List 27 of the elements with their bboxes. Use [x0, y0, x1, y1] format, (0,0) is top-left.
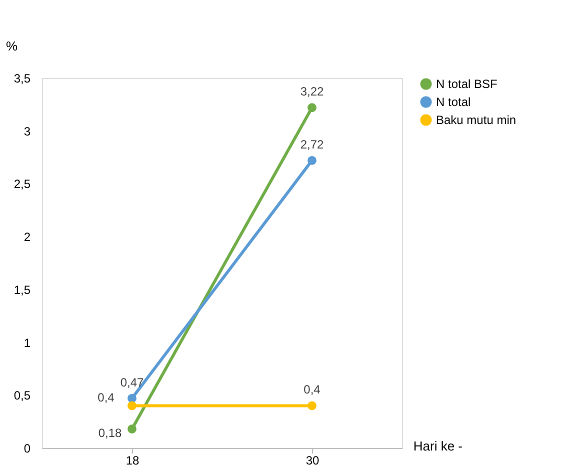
- y-tick-label: 2,5: [14, 177, 31, 192]
- data-label: 0,4: [98, 390, 115, 405]
- y-tick-label: 2: [24, 230, 31, 244]
- data-label: 2,72: [300, 137, 324, 152]
- point: [128, 394, 136, 403]
- x-tick-label: 18: [126, 454, 140, 468]
- data-label: 0,47: [120, 375, 144, 390]
- point: [308, 401, 316, 410]
- point: [308, 156, 316, 165]
- point: [128, 401, 136, 410]
- legend-label: N total: [436, 95, 471, 109]
- y-tick-label: 3,5: [14, 72, 31, 86]
- x-tick-label: 30: [306, 454, 320, 468]
- y-tick-label: 0,5: [14, 388, 31, 403]
- legend-label: N total BSF: [436, 77, 498, 91]
- data-label: 0,18: [98, 426, 122, 440]
- legend-label: Baku mutu min: [436, 113, 516, 127]
- point: [128, 424, 136, 434]
- data-label: 3,22: [300, 84, 324, 99]
- y-tick-label: 1,5: [14, 282, 31, 297]
- y-tick-label: 1: [24, 336, 31, 350]
- data-label: 0,4: [304, 382, 321, 397]
- y-axis-title: %: [6, 38, 18, 54]
- point: [308, 103, 316, 112]
- y-tick-label: 3: [24, 124, 31, 138]
- y-tick-label: 0: [24, 442, 31, 456]
- x-axis-title: Hari ke -: [413, 438, 462, 454]
